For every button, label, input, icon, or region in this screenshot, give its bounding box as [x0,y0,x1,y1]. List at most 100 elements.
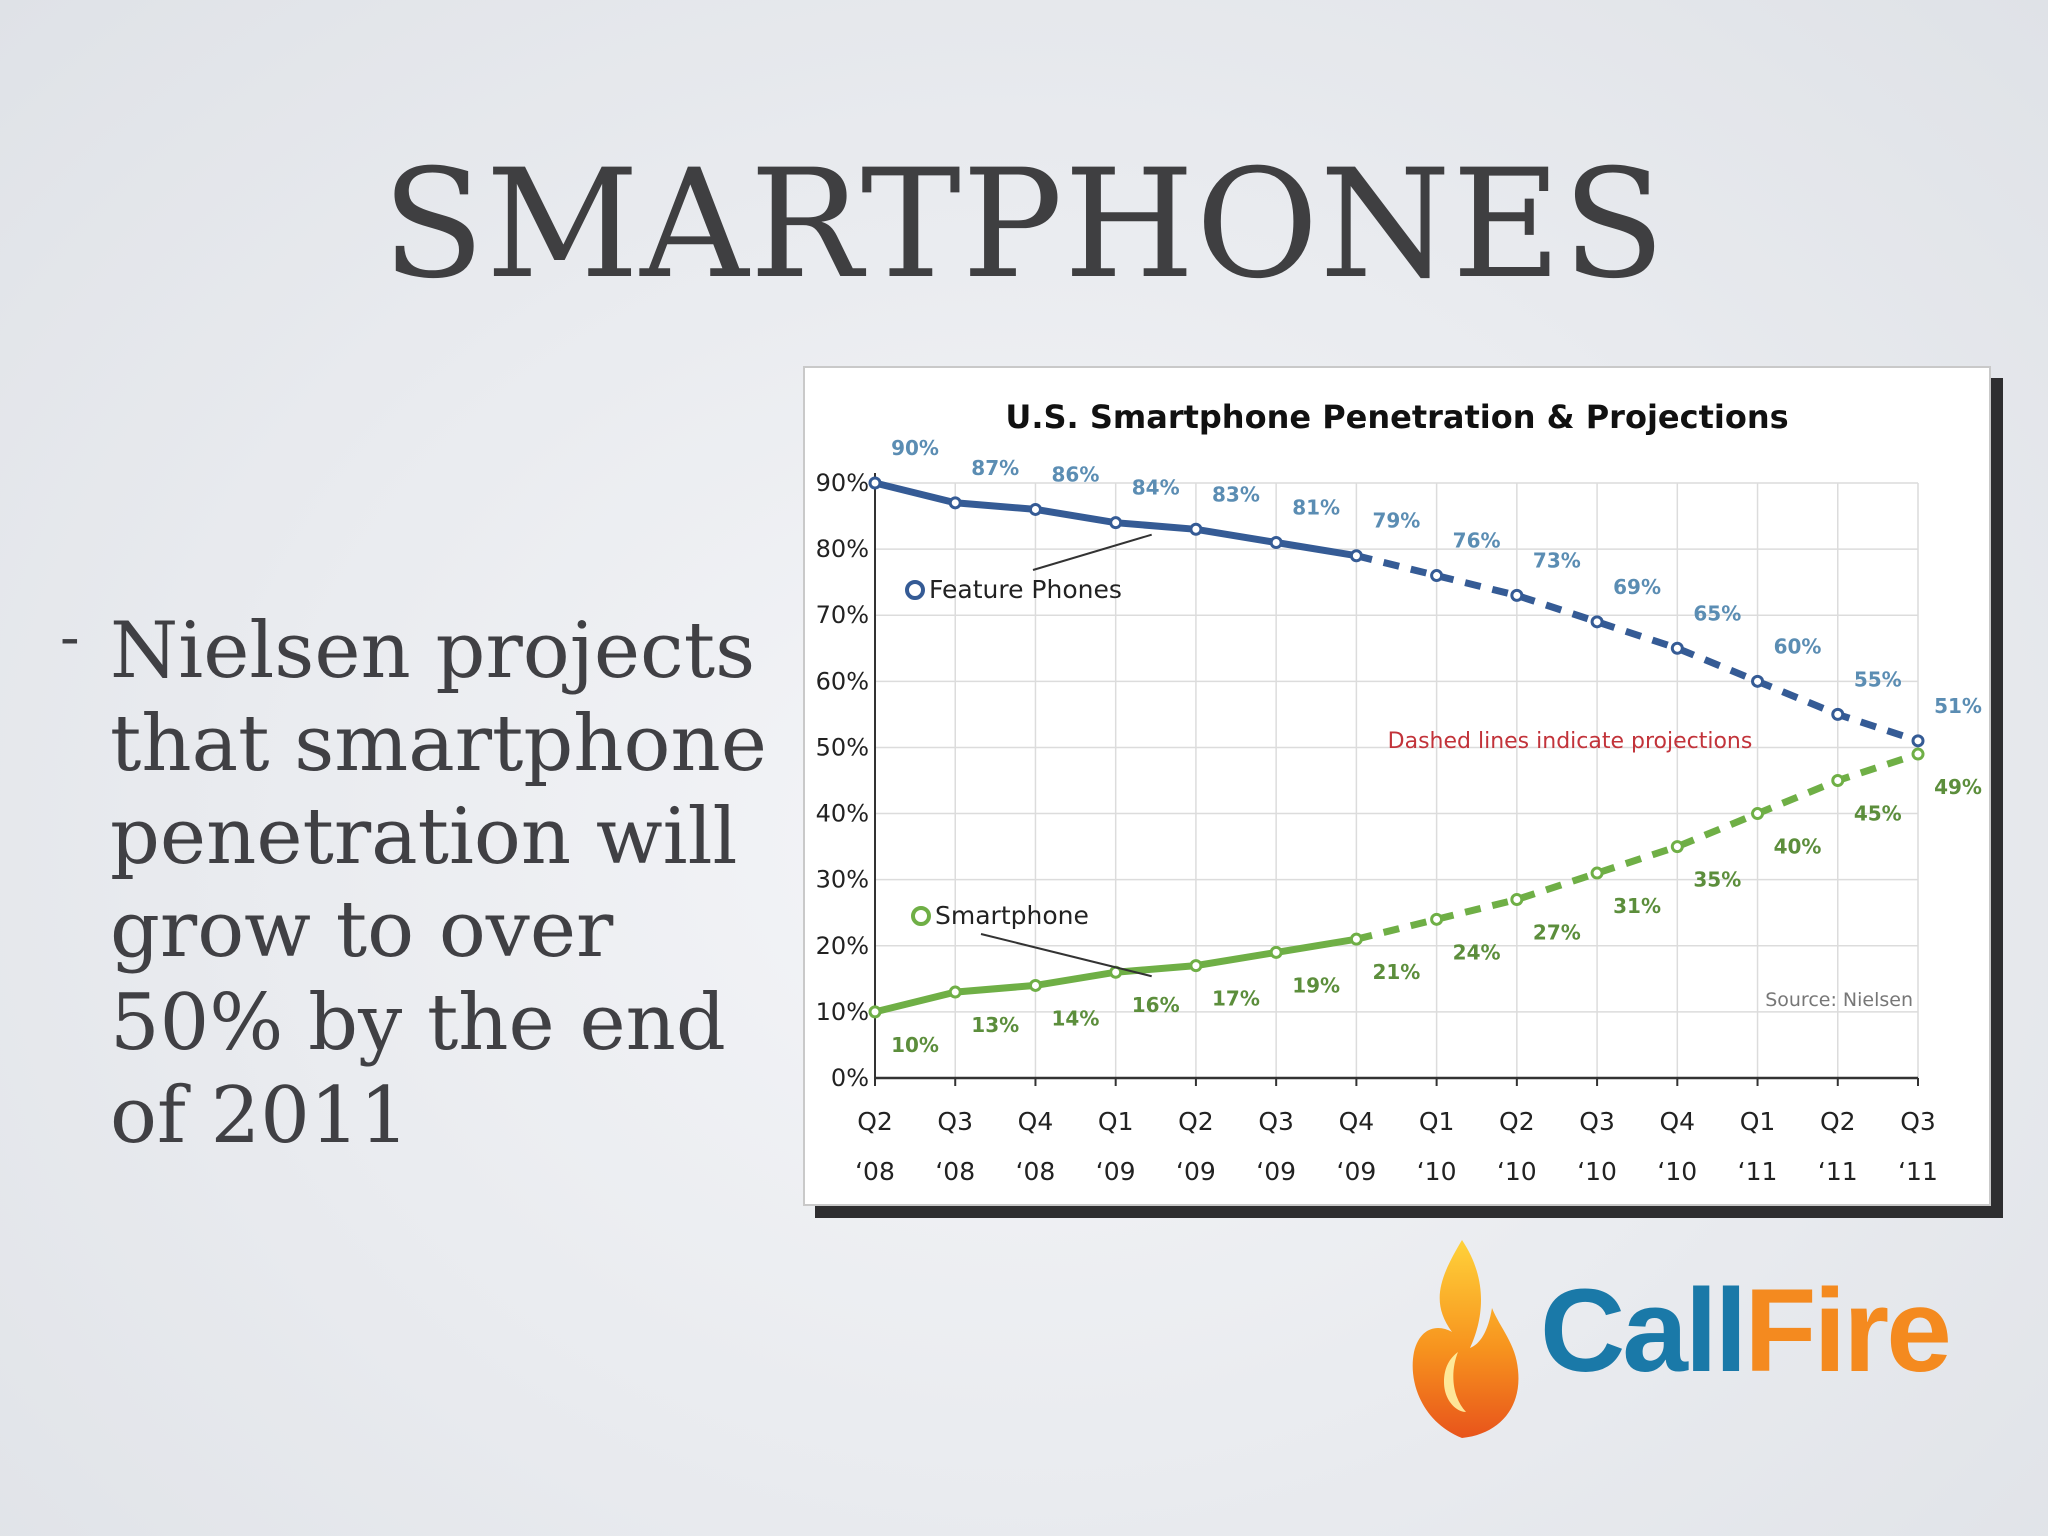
data-label: 79% [1372,509,1420,533]
data-label: 19% [1292,973,1340,997]
callfire-logo: CallFire [1400,1232,2000,1452]
y-tick-label: 90% [816,469,869,497]
x-tick-label-quarter: Q3 [937,1107,973,1136]
data-point [1028,978,1042,992]
x-tick-label-quarter: Q2 [857,1107,893,1136]
data-point [1430,569,1444,583]
x-tick-label-year: ‘08 [1016,1157,1056,1186]
x-tick-label-year: ‘11 [1818,1157,1858,1186]
data-point [1670,840,1684,854]
data-label: 10% [891,1033,939,1057]
data-point [1831,774,1845,787]
y-tick-label: 70% [816,601,869,629]
data-label: 65% [1693,601,1741,625]
flame-icon [1412,1240,1519,1438]
y-tick-label: 40% [816,800,869,828]
x-tick-label-quarter: Q1 [1098,1107,1134,1136]
data-label: 16% [1132,993,1180,1017]
line-chart: U.S. Smartphone Penetration & Projection… [816,398,1982,1186]
logo-text-call: Call [1540,1265,1747,1397]
data-label: 14% [1052,1006,1100,1030]
data-label: 24% [1453,940,1501,964]
data-point [868,1005,882,1019]
data-label: 51% [1934,694,1982,718]
bullet-text: Nielsen projects that smartphone penetra… [110,606,767,1161]
chart-legend: Feature Phones Smartphone [905,533,1152,978]
data-point [1269,536,1283,549]
x-tick-label-year: ‘10 [1417,1157,1457,1186]
chart-title: U.S. Smartphone Penetration & Projection… [1005,398,1788,436]
x-tick-label-quarter: Q2 [1499,1107,1535,1136]
chart-axes: 0% 10% 20% 30% 40% 50% 60% 70% 80% 90% Q2 ‘08 Q3 ‘08 Q… [816,469,1938,1186]
data-label: 83% [1212,482,1260,506]
x-tick-label-year: ‘09 [1337,1157,1377,1186]
data-label: 27% [1533,921,1581,945]
data-point [1751,674,1765,688]
data-label: 40% [1774,835,1822,859]
data-point [948,985,962,999]
data-point [1911,747,1925,761]
legend-marker [911,906,931,926]
y-tick-label: 60% [816,667,869,695]
data-point [1189,959,1203,973]
x-tick-label-year: ‘08 [855,1157,895,1186]
series-line-projected [1355,552,1920,745]
data-point [1189,522,1203,536]
chart-series: 90% 87% 86% 84% 83% 81% 79% 76% 73% 69% 65% 60% 55% 5… [868,436,1982,1057]
x-tick-label-year: ‘10 [1657,1157,1697,1186]
data-point [1590,866,1604,880]
logo-text-fire: Fire [1744,1265,1951,1397]
legend-leader-line [1032,533,1152,571]
data-point [1831,707,1845,721]
logo-wordmark: CallFire [1540,1272,1952,1390]
data-label: 13% [971,1013,1019,1037]
x-tick-label-quarter: Q3 [1258,1107,1294,1136]
data-point [1590,615,1604,629]
projection-note: Dashed lines indicate projections [1388,729,1753,754]
data-point [1911,734,1925,748]
data-point [1109,516,1123,530]
x-tick-label-quarter: Q1 [1419,1107,1455,1136]
x-tick-label-year: ‘10 [1497,1157,1537,1186]
data-label: 35% [1693,868,1741,892]
legend-label: Feature Phones [929,575,1122,604]
y-tick-label: 0% [831,1064,869,1092]
data-point [1269,945,1283,959]
x-tick-label-quarter: Q4 [1018,1107,1054,1136]
data-point [868,476,882,490]
legend-label: Smartphone [935,901,1089,930]
y-tick-label: 50% [816,733,869,761]
x-tick-label-quarter: Q4 [1339,1107,1375,1136]
data-label: 69% [1613,575,1661,599]
data-label: 21% [1372,960,1420,984]
x-tick-label-quarter: Q3 [1579,1107,1615,1136]
x-tick-label-year: ‘11 [1738,1157,1778,1186]
y-tick-label: 10% [816,998,869,1026]
x-tick-label-year: ‘09 [1256,1157,1296,1186]
source-note: Source: Nielsen [1765,989,1913,1011]
data-label: 76% [1453,529,1501,553]
data-point [1349,549,1363,563]
x-tick-label-quarter: Q3 [1900,1107,1936,1136]
legend-marker [905,580,925,600]
x-tick-label-quarter: Q4 [1660,1107,1696,1136]
data-label: 81% [1292,496,1340,520]
legend-leader-line [980,933,1152,978]
data-label: 73% [1533,548,1581,572]
x-tick-label-year: ‘10 [1577,1157,1617,1186]
data-label: 86% [1052,462,1100,486]
chart-frame: U.S. Smartphone Penetration & Projection… [803,366,1991,1206]
data-label: 31% [1613,894,1661,918]
slide-title: SMARTPHONES [381,138,1667,312]
x-tick-label-year: ‘09 [1096,1157,1136,1186]
x-tick-label-quarter: Q2 [1178,1107,1214,1136]
data-point [1751,807,1765,821]
x-tick-label-quarter: Q2 [1820,1107,1856,1136]
data-label: 90% [891,436,939,460]
data-point [948,496,962,510]
data-label: 45% [1854,802,1902,826]
data-point [1349,932,1363,946]
data-point [1510,893,1524,906]
data-point [1510,588,1524,602]
data-label: 87% [971,456,1019,480]
